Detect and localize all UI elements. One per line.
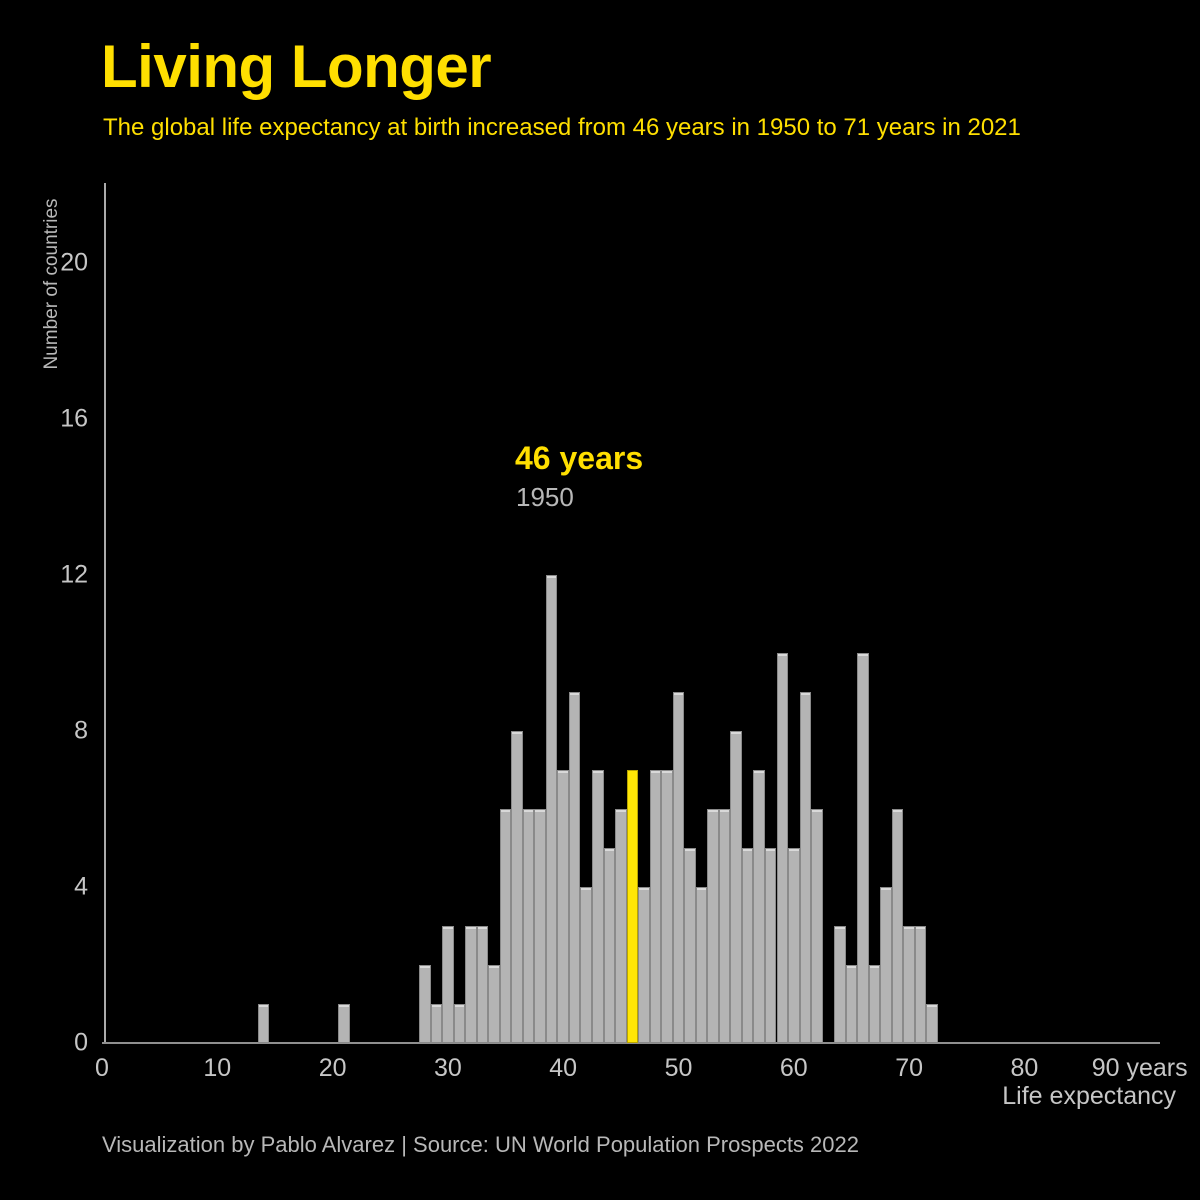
bar-year-39 xyxy=(545,575,558,1043)
bar-year-56 xyxy=(741,848,754,1043)
y-tick-0: 0 xyxy=(74,1028,88,1057)
x-tick-20: 20 xyxy=(318,1054,347,1082)
bar-year-36 xyxy=(511,731,523,1043)
credit-source-text: Visualization by Pablo Alvarez | Source:… xyxy=(102,1132,859,1157)
x-tick-80: 80 xyxy=(1010,1054,1039,1082)
bar-year-48 xyxy=(649,770,662,1043)
bar-year-59 xyxy=(776,653,789,1043)
bar-year-65 xyxy=(845,965,858,1043)
bar-year-43 xyxy=(592,770,604,1043)
annotation-highlight-value: 46 years xyxy=(515,440,644,476)
bar-year-51 xyxy=(684,848,696,1043)
bar-year-35 xyxy=(499,809,512,1043)
bar-year-57 xyxy=(753,770,765,1043)
bar-year-58 xyxy=(764,848,777,1043)
x-tick-90: 90 years xyxy=(1091,1054,1188,1082)
x-tick-10: 10 xyxy=(203,1054,232,1082)
bar-year-38 xyxy=(534,809,546,1043)
bar-year-60 xyxy=(788,848,800,1043)
bar-year-54 xyxy=(718,809,731,1043)
bar-year-33 xyxy=(476,926,489,1043)
bar-year-69 xyxy=(891,809,904,1043)
x-tick-70: 70 xyxy=(895,1054,923,1082)
bar-year-50 xyxy=(672,692,685,1043)
bar-year-41 xyxy=(568,692,581,1043)
annotation-highlight-year: 1950 xyxy=(516,482,574,512)
bar-year-28 xyxy=(419,965,431,1043)
page-title: Living Longer xyxy=(101,33,492,100)
bar-year-68 xyxy=(880,887,892,1043)
bar-year-42 xyxy=(580,887,592,1043)
bar-year-64 xyxy=(834,926,846,1043)
x-tick-40: 40 xyxy=(549,1054,578,1082)
bar-year-31 xyxy=(453,1004,466,1043)
bar-year-66 xyxy=(857,653,869,1043)
x-axis-line xyxy=(102,1042,1160,1044)
y-tick-4: 4 xyxy=(74,872,88,901)
y-tick-20: 20 xyxy=(60,248,88,277)
bar-year-71 xyxy=(914,926,927,1043)
bar-year-32 xyxy=(465,926,477,1043)
page-subtitle: The global life expectancy at birth incr… xyxy=(103,114,1021,141)
bar-year-34 xyxy=(488,965,500,1043)
bar-year-37 xyxy=(522,809,535,1043)
bar-year-29 xyxy=(430,1004,443,1043)
x-tick-50: 50 xyxy=(664,1054,693,1082)
bar-year-52 xyxy=(695,887,708,1043)
y-axis-line xyxy=(104,183,106,1043)
y-axis-title: Number of countries xyxy=(41,198,62,370)
y-tick-16: 16 xyxy=(60,404,88,433)
y-tick-12: 12 xyxy=(60,560,88,589)
x-axis-title: Life expectancy xyxy=(1002,1082,1176,1110)
bar-year-70 xyxy=(903,926,915,1043)
x-tick-0: 0 xyxy=(95,1054,109,1082)
bar-year-40 xyxy=(557,770,569,1043)
bar-year-55 xyxy=(730,731,742,1043)
x-tick-60: 60 xyxy=(779,1054,808,1082)
bar-year-46-highlight xyxy=(626,770,639,1043)
bar-year-72 xyxy=(926,1004,938,1043)
bar-year-61 xyxy=(799,692,812,1043)
bar-year-49 xyxy=(661,770,673,1043)
bar-year-45 xyxy=(615,809,627,1043)
bar-year-62 xyxy=(811,809,823,1043)
bar-year-53 xyxy=(707,809,719,1043)
bar-year-47 xyxy=(638,887,650,1043)
bar-year-14 xyxy=(257,1004,270,1043)
y-tick-8: 8 xyxy=(74,716,88,745)
bar-year-21 xyxy=(338,1004,350,1043)
bar-year-67 xyxy=(868,965,881,1043)
bar-year-30 xyxy=(442,926,454,1043)
x-tick-30: 30 xyxy=(433,1054,462,1082)
bar-year-44 xyxy=(603,848,616,1043)
